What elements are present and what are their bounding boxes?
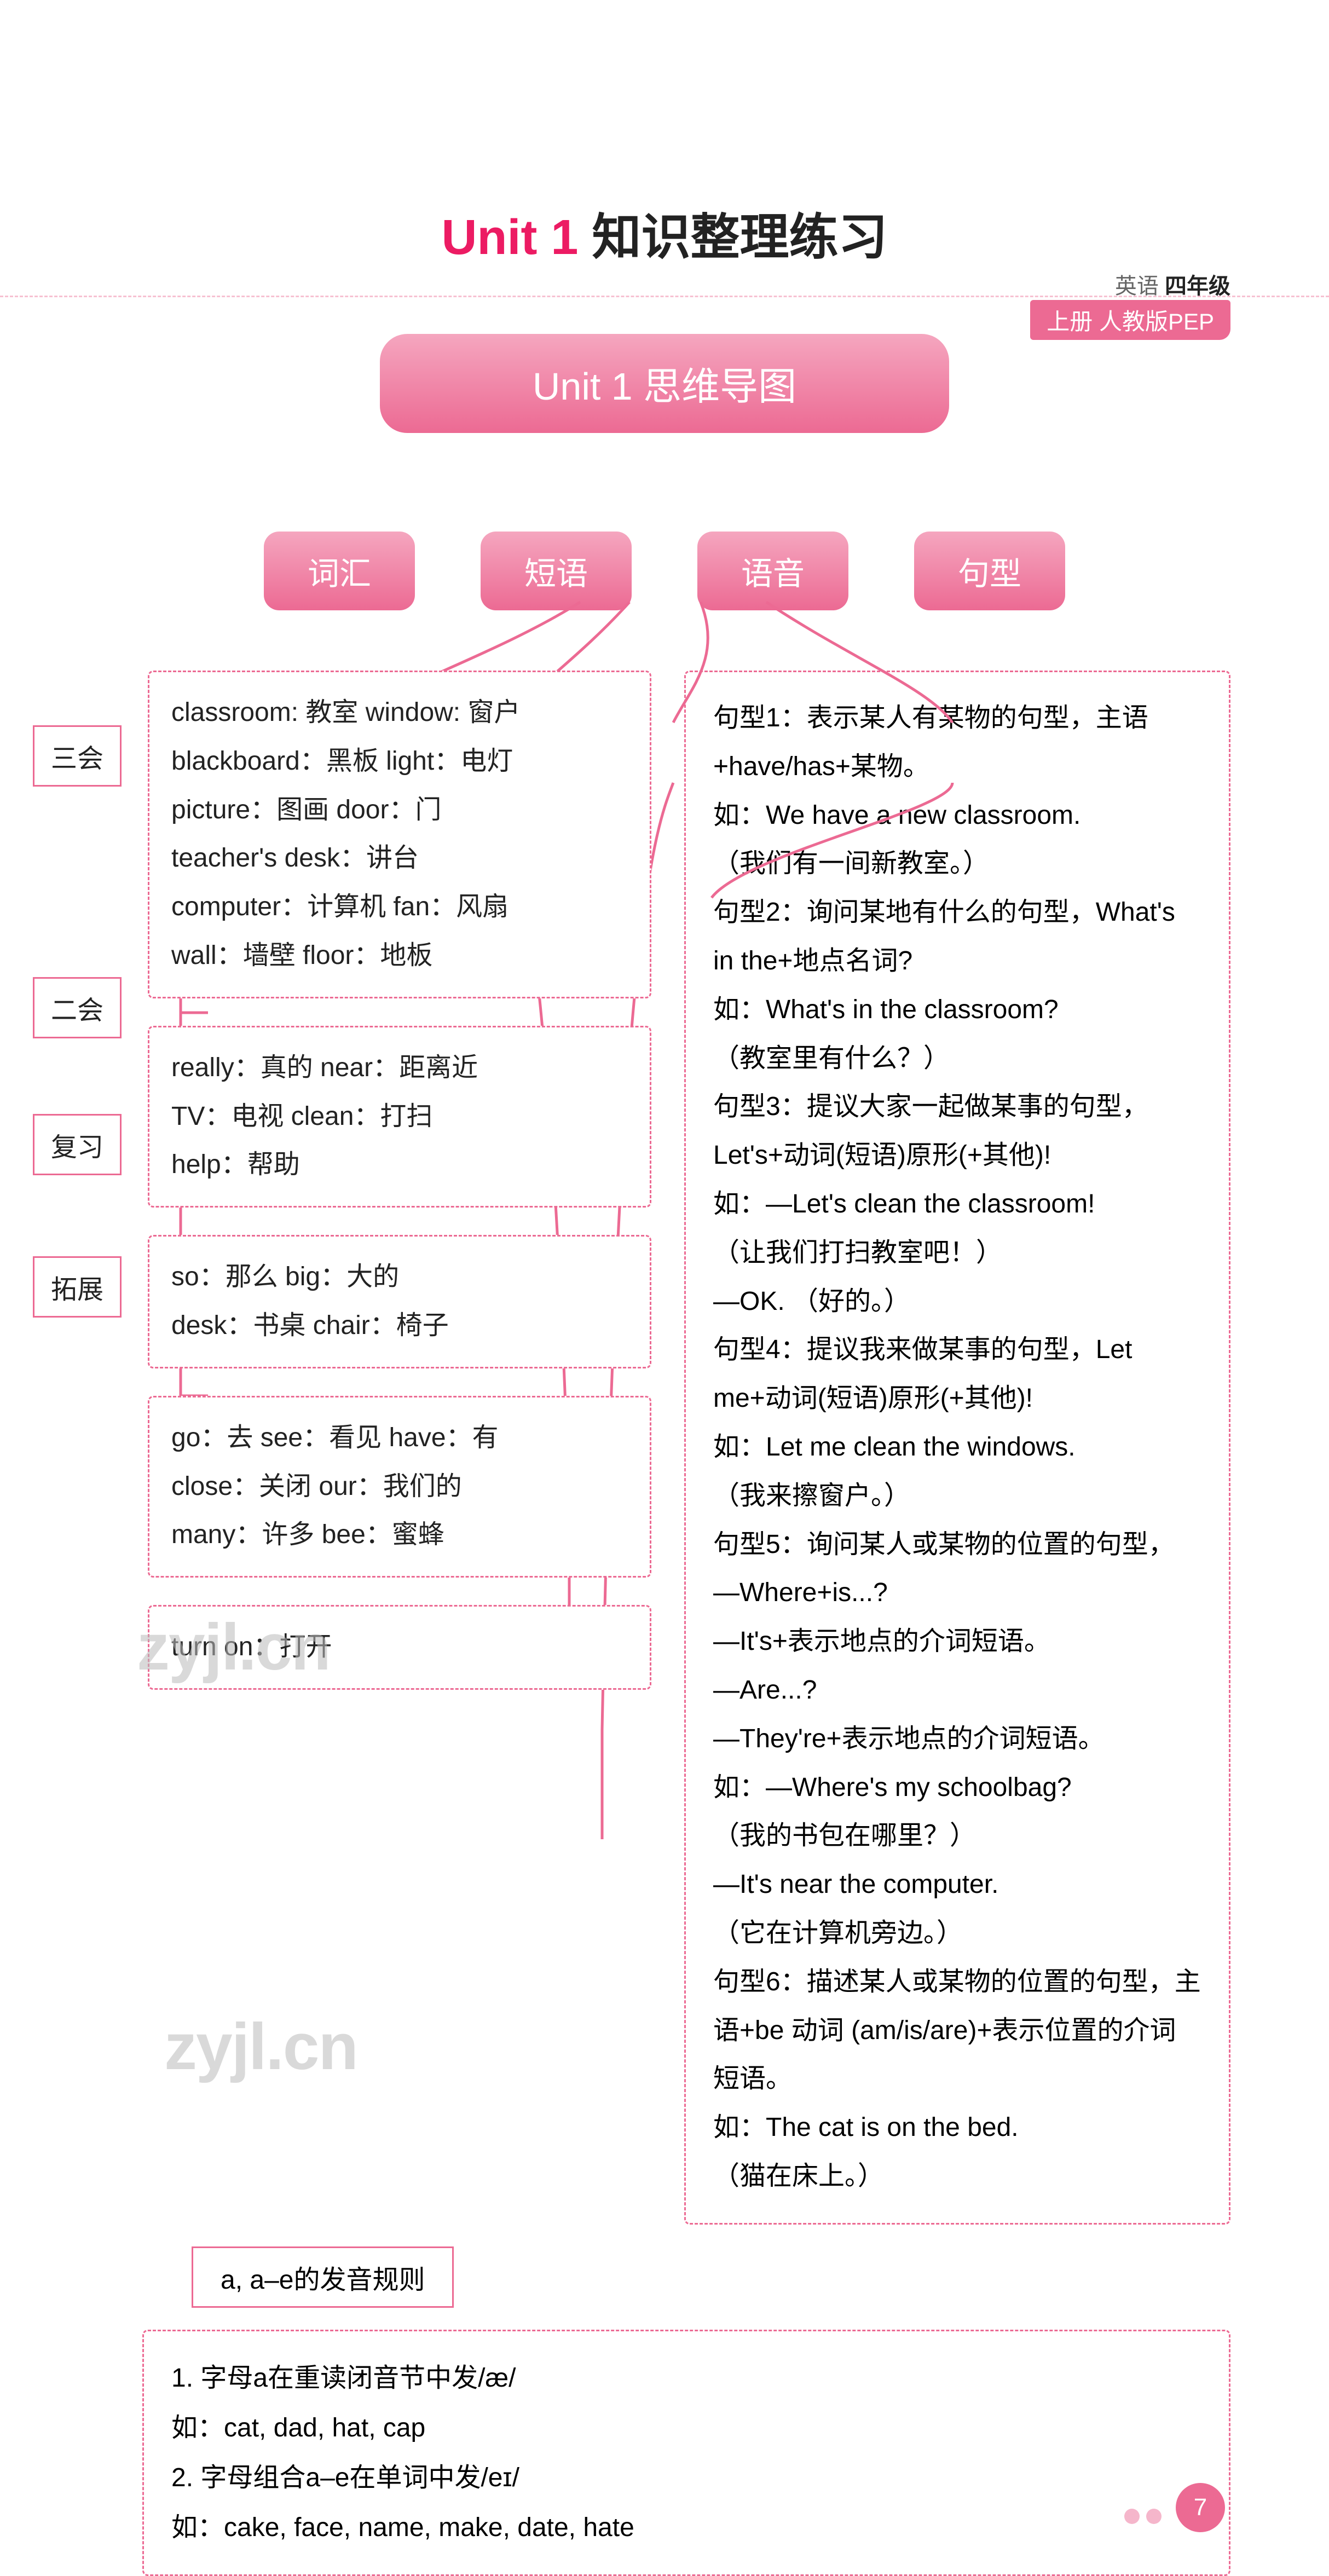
category-phonics: 语音: [697, 532, 848, 610]
page-number: 7: [1176, 2483, 1225, 2532]
box-phonics: 1. 字母a在重读闭音节中发/æ/ 如：cat, dad, hat, cap 2…: [142, 2330, 1230, 2576]
box-tuozhan2: turn on：打开: [148, 1605, 651, 1690]
category-phrase: 短语: [481, 532, 632, 610]
label-sanhui: 三会: [33, 725, 122, 787]
box-fuxi: so：那么 big：大的 desk：书桌 chair：椅子: [148, 1235, 651, 1368]
category-row: 词汇 短语 语音 句型: [0, 532, 1329, 610]
dot-decoration: [1121, 2509, 1165, 2527]
page: 英语 四年级 上册 人教版PEP Unit 1 知识整理练习 Unit 1 思维…: [0, 197, 1329, 2576]
label-phonics: a, a–e的发音规则: [192, 2246, 454, 2308]
title-unit: Unit 1: [441, 210, 578, 265]
category-vocab: 词汇: [264, 532, 415, 610]
content-columns: 三会 classroom: 教室 window: 窗户 blackboard：黑…: [99, 671, 1230, 2225]
label-fuxi: 复习: [33, 1114, 122, 1175]
box-sanhui: classroom: 教室 window: 窗户 blackboard：黑板 l…: [148, 671, 651, 998]
header-badge: 英语 四年级 上册 人教版PEP: [1030, 268, 1230, 340]
badge-top-line: 英语 四年级: [1030, 268, 1230, 300]
volume-label: 上册 人教版PEP: [1030, 300, 1230, 340]
grade-label: 四年级: [1165, 274, 1230, 298]
box-tuozhan1: go：去 see：看见 have：有 close：关闭 our：我们的 many…: [148, 1396, 651, 1578]
page-title: Unit 1 知识整理练习: [0, 197, 1329, 268]
label-erhui: 二会: [33, 977, 122, 1038]
title-text: 知识整理练习: [592, 210, 888, 265]
mindmap-root: Unit 1 思维导图: [380, 334, 949, 433]
right-column: 句型1：表示某人有某物的句型，主语+have/has+某物。 如：We have…: [684, 671, 1230, 2225]
box-erhui: really：真的 near：距离近 TV：电视 clean：打扫 help：帮…: [148, 1026, 651, 1208]
left-column: 三会 classroom: 教室 window: 窗户 blackboard：黑…: [99, 671, 651, 2225]
box-sentences: 句型1：表示某人有某物的句型，主语+have/has+某物。 如：We have…: [684, 671, 1230, 2225]
subject-label: 英语: [1115, 274, 1159, 298]
category-sentence: 句型: [914, 532, 1065, 610]
label-tuozhan: 拓展: [33, 1256, 122, 1318]
